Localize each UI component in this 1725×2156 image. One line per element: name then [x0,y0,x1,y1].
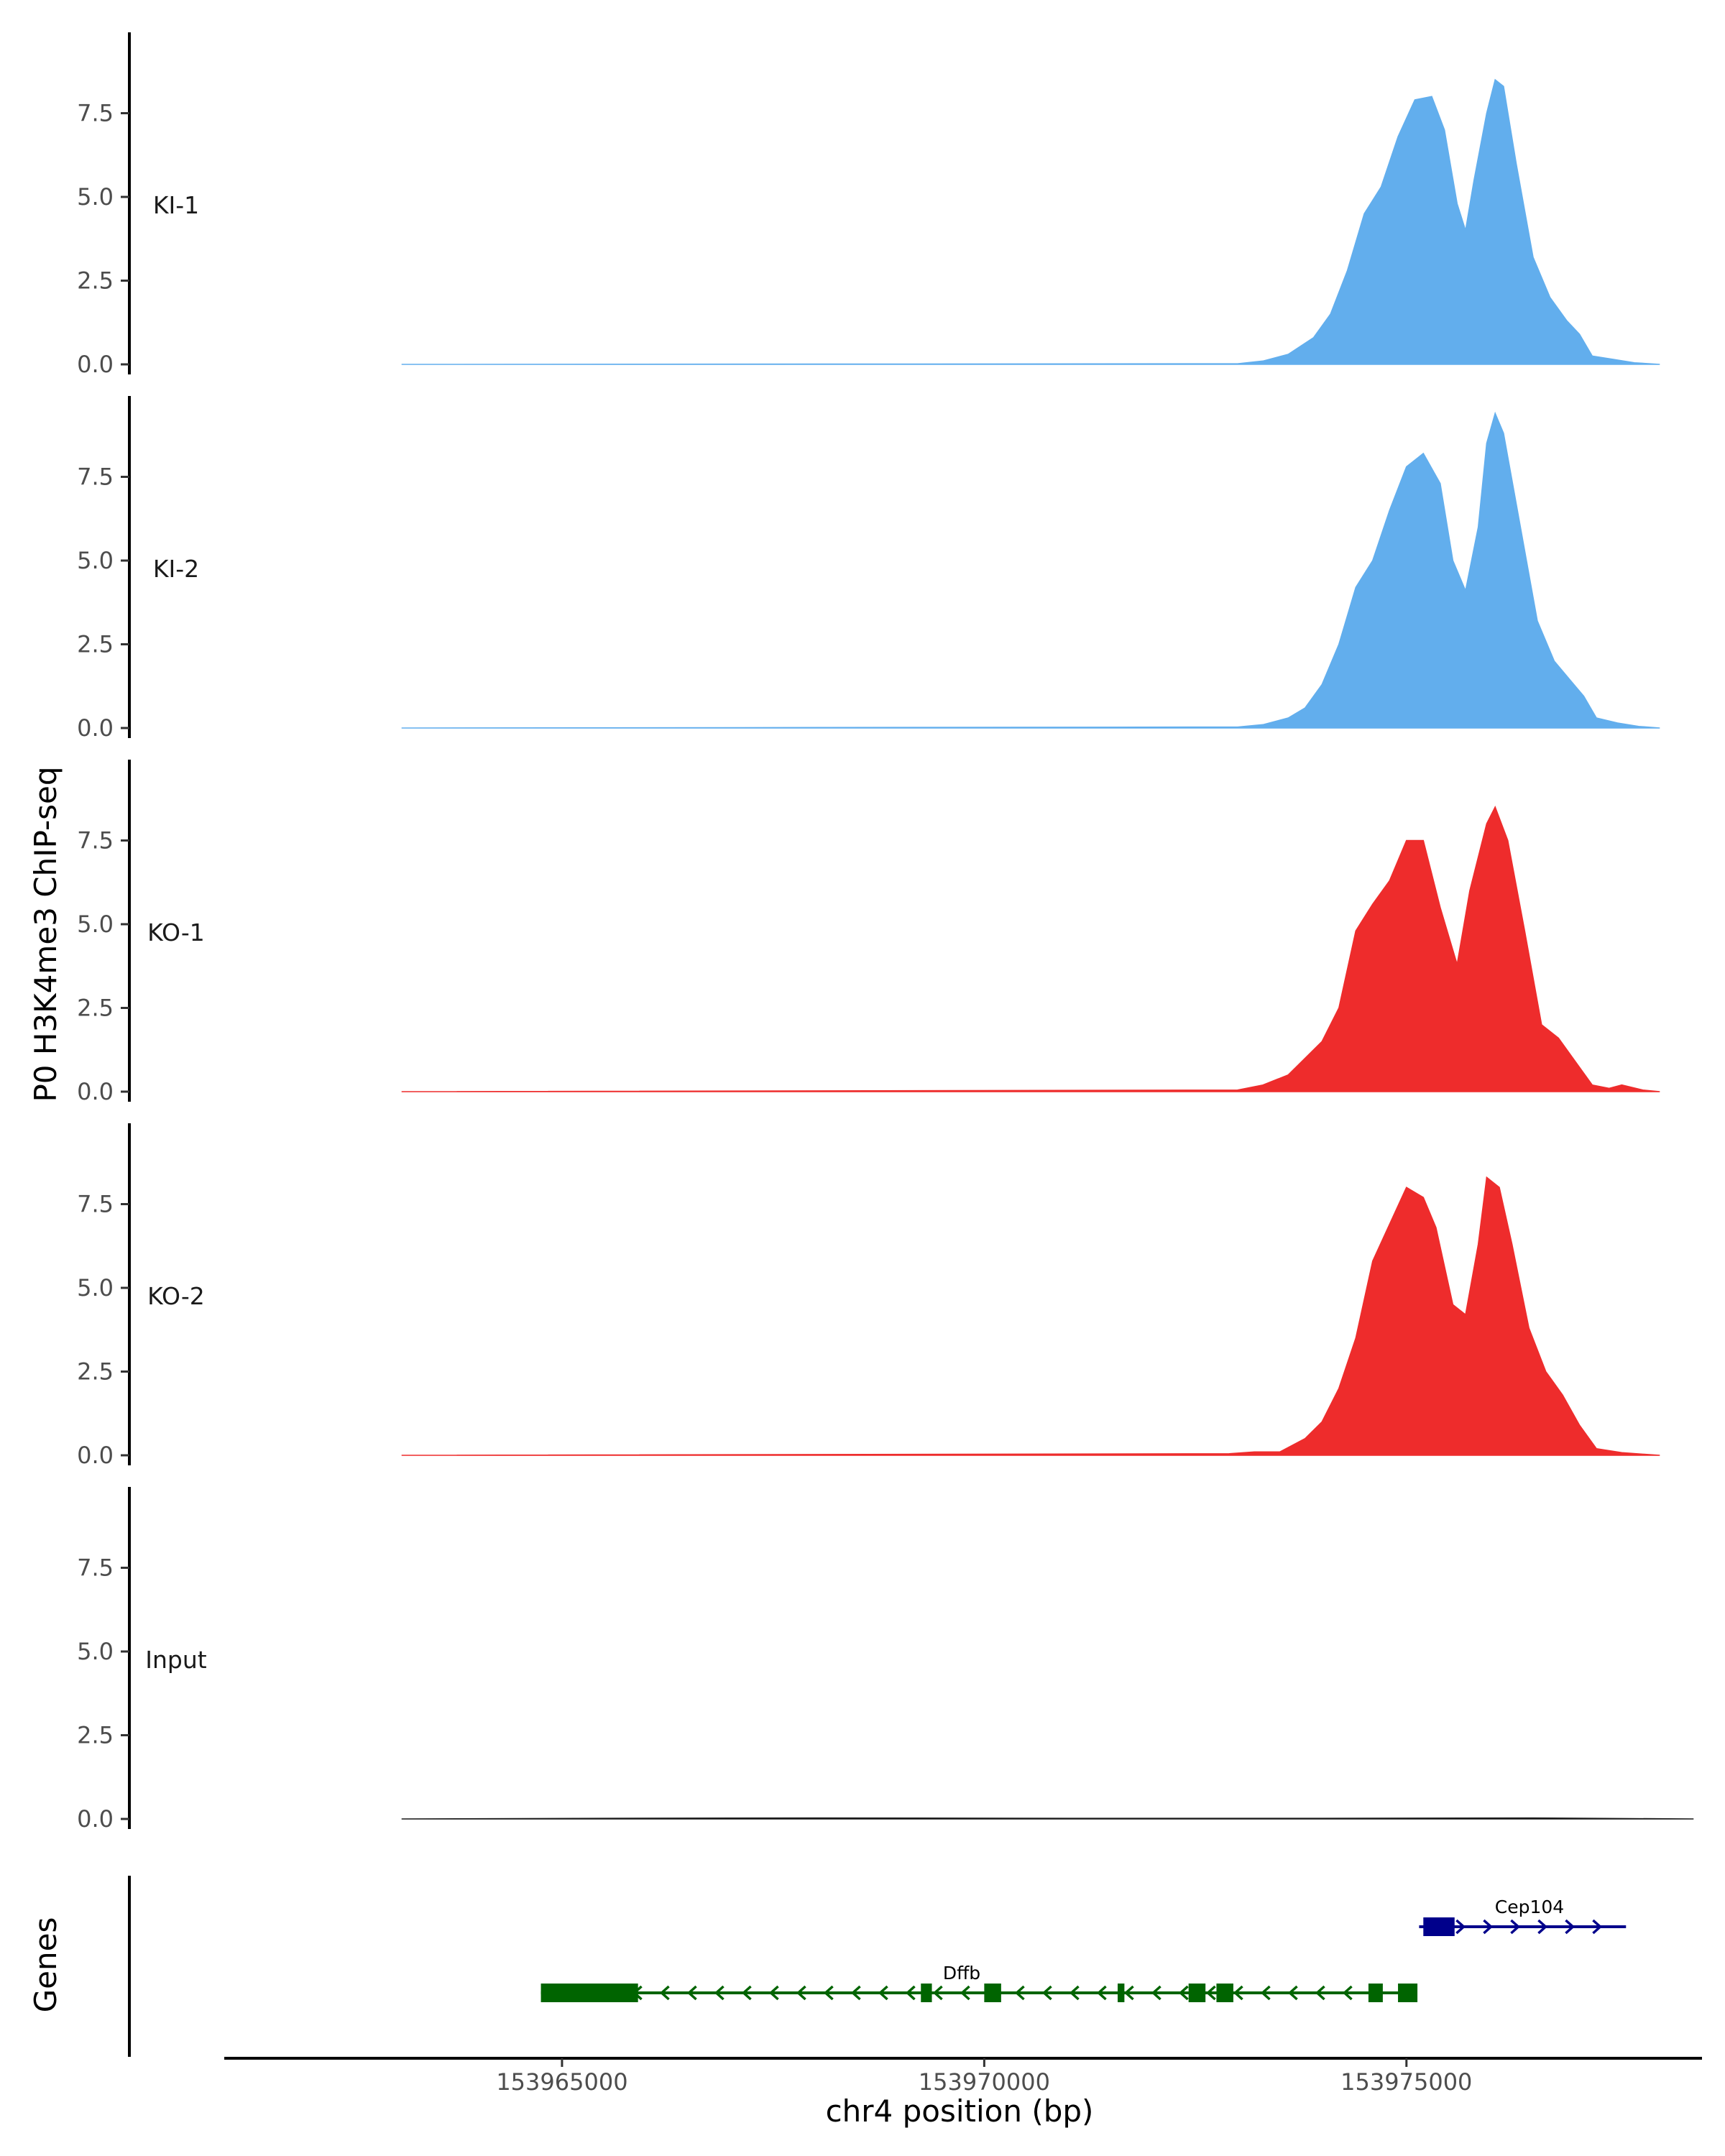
strand-chevron [1069,1985,1080,2001]
strand-chevron [1510,1919,1521,1935]
y-tick-label: 0.0 [77,714,114,742]
x-tick-label: 153970000 [919,2068,1050,2096]
x-axis: 153965000 153970000 153975000 [224,2057,1702,2096]
y-tick-label: 7.5 [77,464,114,491]
track-ki-1: 0.0 2.5 5.0 7.5 KI-1 [77,32,1660,378]
strand-chevron [768,1985,779,2001]
y-tick-label: 2.5 [77,995,114,1022]
strand-chevron [905,1985,916,2001]
strand-chevron [1315,1985,1325,2001]
track-ko-1: 0.0 2.5 5.0 7.5 KO-1 [77,760,1660,1105]
tracks-layer: 0.0 2.5 5.0 7.5 KI-1 0.0 2.5 5.0 7.5 KI-2 0.0 2.5 5.… [77,32,1694,1833]
signal-area [401,806,1660,1092]
y-tick-label: 5.0 [77,547,114,574]
strand-chevron [1178,1985,1189,2001]
track-label: KI-2 [153,555,199,583]
strand-chevron [1014,1985,1025,2001]
signal-area [401,1176,1660,1456]
gene-label: Dffb [943,1963,980,1984]
strand-chevron [686,1985,697,2001]
strand-chevron [850,1985,861,2001]
y-axis-title: P0 H3K4me3 ChIP-seq [28,766,63,1102]
y-tick-label: 7.5 [77,1191,114,1218]
signal-area [401,411,1660,729]
strand-chevron [932,1985,943,2001]
x-tick-label: 153965000 [496,2068,627,2096]
y-tick-label: 7.5 [77,100,114,127]
genes-layer: Cep104 Dffb [128,1876,1627,2057]
y-tick-label: 5.0 [77,183,114,211]
genes-axis-title: Genes [28,1917,63,2013]
strand-chevron [1537,1919,1548,1935]
strand-chevron [714,1985,724,2001]
strand-chevron [960,1985,970,2001]
signal-area [401,78,1660,365]
y-tick-label: 7.5 [77,827,114,854]
y-tick-label: 7.5 [77,1554,114,1582]
strand-chevron [1455,1919,1466,1935]
gene-exon [1423,1917,1455,1936]
gene-exon [1398,1984,1418,2002]
gene-label: Cep104 [1495,1897,1564,1917]
strand-chevron [1205,1985,1216,2001]
gene-exon [1117,1984,1125,2002]
track-input: 0.0 2.5 5.0 7.5 Input [77,1487,1694,1833]
y-tick-label: 5.0 [77,911,114,938]
signal-area [401,1817,1694,1820]
gene-exon [1368,1984,1383,2002]
y-tick-label: 2.5 [77,631,114,658]
y-tick-label: 0.0 [77,1805,114,1833]
strand-chevron [1096,1985,1107,2001]
y-tick-label: 2.5 [77,1722,114,1749]
y-tick-label: 2.5 [77,1358,114,1386]
gene-cep104: Cep104 [1419,1897,1627,1936]
strand-chevron [823,1985,834,2001]
strand-chevron [741,1985,752,2001]
strand-chevron [1287,1985,1298,2001]
strand-chevron [1592,1919,1603,1935]
strand-chevron [1565,1919,1576,1935]
strand-chevron [1483,1919,1494,1935]
gene-exon [1188,1984,1206,2002]
track-ki-2: 0.0 2.5 5.0 7.5 KI-2 [77,396,1660,742]
strand-chevron [796,1985,806,2001]
gene-dffb: Dffb [540,1963,1418,2002]
strand-chevron [1233,1985,1243,2001]
track-label: Input [145,1646,207,1674]
y-tick-label: 5.0 [77,1274,114,1302]
strand-chevron [1342,1985,1353,2001]
strand-chevron [659,1985,670,2001]
strand-chevron [1151,1985,1162,2001]
x-tick-label: 153975000 [1340,2068,1472,2096]
y-tick-label: 2.5 [77,267,114,295]
strand-chevron [1260,1985,1271,2001]
strand-chevron [1041,1985,1052,2001]
gene-exon [984,1984,1001,2002]
track-ko-2: 0.0 2.5 5.0 7.5 KO-2 [77,1123,1660,1469]
track-label: KO-2 [147,1282,205,1310]
track-label: KI-1 [153,191,199,219]
y-tick-label: 5.0 [77,1638,114,1665]
strand-chevron [1123,1985,1134,2001]
gene-exon [540,1984,638,2002]
x-axis-title: chr4 position (bp) [826,2093,1094,2129]
strand-chevron [878,1985,888,2001]
track-label: KO-1 [147,918,205,946]
y-tick-label: 0.0 [77,351,114,378]
gene-exon [921,1984,932,2002]
y-tick-label: 0.0 [77,1078,114,1105]
gene-exon [1216,1984,1233,2002]
y-tick-label: 0.0 [77,1442,114,1469]
